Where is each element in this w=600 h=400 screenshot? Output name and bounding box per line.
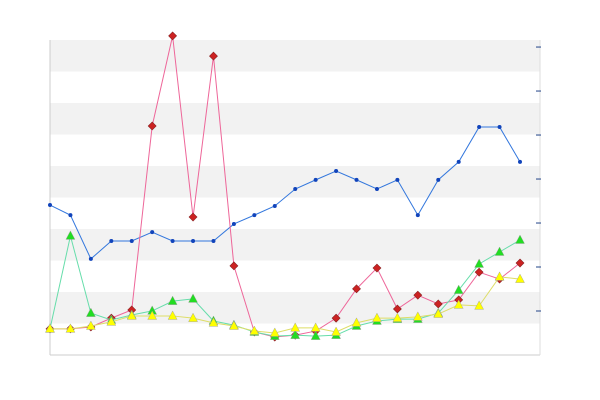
- point: [269, 327, 280, 337]
- point: [354, 177, 359, 182]
- grid-band: [50, 103, 540, 135]
- point: [150, 230, 155, 235]
- point: [209, 51, 218, 61]
- point: [290, 322, 301, 332]
- point: [229, 261, 239, 271]
- point: [147, 121, 157, 131]
- grid-band: [50, 166, 540, 198]
- point: [474, 258, 484, 268]
- point: [494, 271, 505, 281]
- point: [453, 284, 464, 294]
- point: [313, 177, 318, 182]
- point: [474, 300, 484, 310]
- point: [372, 263, 382, 273]
- point: [453, 299, 464, 309]
- point: [208, 317, 219, 327]
- series-line: [49, 235, 521, 337]
- grid-band: [50, 229, 540, 261]
- point: [109, 238, 114, 243]
- point: [168, 31, 178, 41]
- point: [48, 203, 52, 208]
- point: [211, 238, 216, 243]
- point: [497, 124, 502, 129]
- point: [334, 169, 339, 174]
- point: [231, 221, 236, 226]
- point: [392, 312, 403, 322]
- point: [456, 159, 461, 164]
- point: [147, 310, 158, 320]
- point: [86, 320, 96, 330]
- point: [515, 234, 525, 244]
- point: [374, 186, 379, 191]
- point: [433, 308, 444, 318]
- point: [331, 326, 341, 336]
- point: [229, 320, 239, 330]
- point: [351, 317, 362, 327]
- point: [167, 295, 178, 305]
- point: [65, 230, 76, 240]
- point: [188, 312, 198, 322]
- point: [412, 311, 423, 321]
- point: [395, 177, 400, 182]
- point: [68, 213, 73, 218]
- point: [126, 310, 137, 320]
- point: [191, 238, 196, 243]
- point: [436, 177, 441, 182]
- point: [415, 213, 420, 218]
- point: [290, 329, 301, 339]
- point: [249, 325, 260, 335]
- series-line: [50, 276, 521, 334]
- series-line: [49, 126, 521, 260]
- point: [413, 290, 423, 300]
- point: [272, 204, 277, 209]
- point: [352, 284, 361, 294]
- point: [310, 330, 321, 340]
- point: [188, 212, 198, 222]
- point: [252, 213, 257, 218]
- point: [515, 273, 525, 283]
- point: [293, 186, 298, 191]
- point: [86, 307, 96, 317]
- point: [474, 267, 484, 277]
- point: [106, 316, 117, 326]
- grid-band: [50, 40, 540, 72]
- point: [129, 238, 134, 243]
- point: [188, 293, 198, 303]
- point: [477, 124, 482, 129]
- point: [88, 256, 93, 261]
- point: [331, 313, 341, 323]
- point: [167, 310, 178, 320]
- point: [170, 238, 175, 243]
- point: [310, 322, 321, 332]
- point: [45, 323, 55, 333]
- point: [518, 159, 522, 164]
- point: [494, 246, 505, 256]
- point: [372, 312, 382, 322]
- point: [65, 323, 76, 333]
- point: [515, 258, 525, 268]
